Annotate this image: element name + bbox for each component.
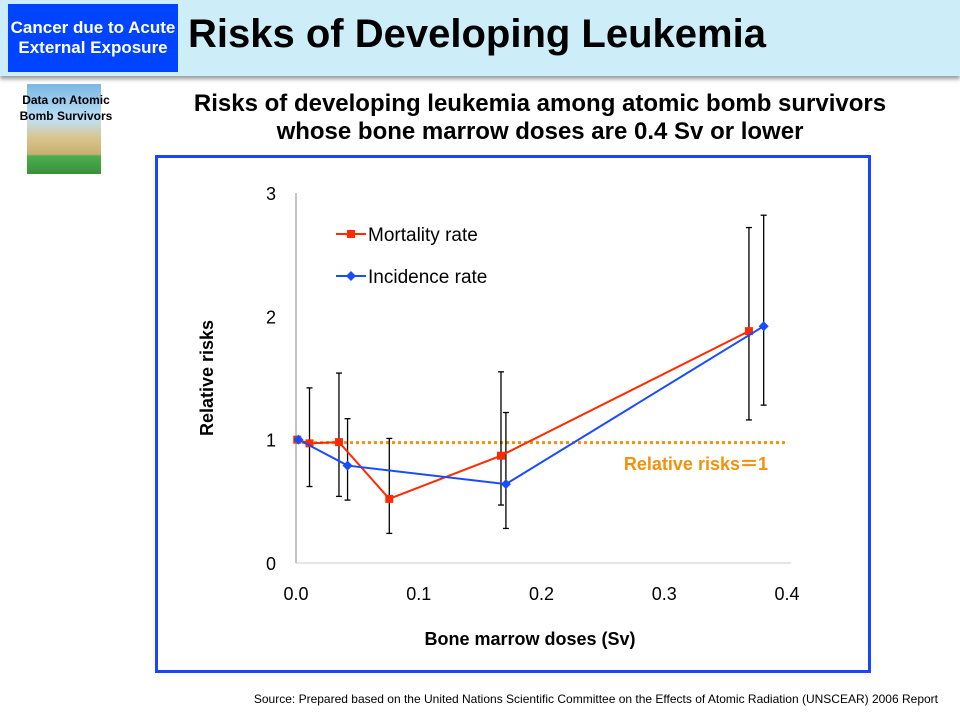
series-line-1 [297, 325, 765, 486]
data-point-square [305, 439, 314, 448]
data-point-diamond [758, 321, 769, 332]
x-tick-label: 0.3 [652, 584, 677, 604]
y-tick-label: 0 [266, 554, 276, 574]
page-title: Risks of Developing Leukemia [188, 12, 766, 56]
x-tick-label: 0.4 [774, 584, 799, 604]
legend-marker [347, 230, 355, 238]
x-tick-label: 0.2 [529, 584, 554, 604]
legend-marker [346, 271, 356, 281]
data-point-square [496, 451, 505, 460]
x-tick-label: 0.1 [406, 584, 431, 604]
header-bar: Cancer due to Acute External Exposure Ri… [0, 0, 960, 76]
data-point-square [334, 438, 343, 447]
data-point-diamond [500, 479, 511, 490]
y-axis-label: Relative risks [197, 320, 217, 436]
data-point-square [385, 494, 394, 503]
data-point-diamond [342, 460, 353, 471]
chart-frame [155, 155, 871, 673]
logo-caption: Data on Atomic Bomb Survivors [19, 93, 113, 123]
y-tick-label: 2 [266, 307, 276, 327]
y-tick-label: 1 [266, 431, 276, 451]
x-axis-label: Bone marrow doses (Sv) [424, 629, 635, 649]
chart-title-line1: Risks of developing leukemia among atomi… [193, 90, 887, 117]
chart-title: Risks of developing leukemia among atomi… [130, 90, 950, 146]
category-tag: Cancer due to Acute External Exposure [8, 4, 178, 72]
legend-label: Incidence rate [368, 267, 487, 288]
legend-label: Mortality rate [368, 225, 478, 246]
atomic-bomb-dome-image [27, 84, 101, 174]
x-tick-label: 0.0 [283, 584, 308, 604]
data-point-diamond [293, 434, 304, 445]
y-tick-label: 3 [266, 184, 276, 204]
chart-title-line2: whose bone marrow doses are 0.4 Sv or lo… [276, 118, 804, 145]
data-point-square [744, 327, 753, 336]
source-note: Source: Prepared based on the United Nat… [253, 692, 938, 706]
reference-line-label: Relative risks＝1 [624, 454, 768, 474]
